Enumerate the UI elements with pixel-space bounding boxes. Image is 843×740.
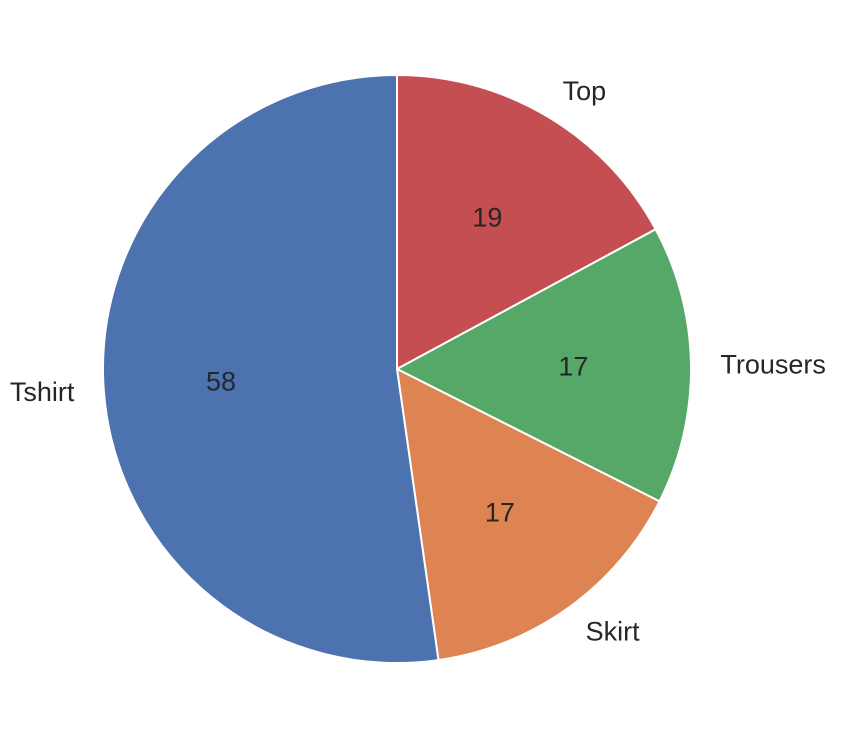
category-label-trousers: Trousers xyxy=(720,349,826,379)
value-label-tshirt: 58 xyxy=(206,366,236,396)
labels-layer: 19 Top 17 Trousers 17 Skirt 58 Tshirt xyxy=(10,76,826,646)
slices-layer xyxy=(102,74,692,664)
pie-slice-trousers xyxy=(396,228,692,503)
value-label-trousers: 17 xyxy=(558,352,588,382)
pie-slice-top xyxy=(396,74,657,370)
value-label-top: 19 xyxy=(472,202,502,232)
category-label-top: Top xyxy=(563,76,607,106)
pie-slice-skirt xyxy=(396,368,661,662)
value-label-skirt: 17 xyxy=(485,497,515,527)
category-label-tshirt: Tshirt xyxy=(10,377,75,407)
category-label-skirt: Skirt xyxy=(586,617,640,647)
pie-slice-tshirt xyxy=(102,74,440,664)
